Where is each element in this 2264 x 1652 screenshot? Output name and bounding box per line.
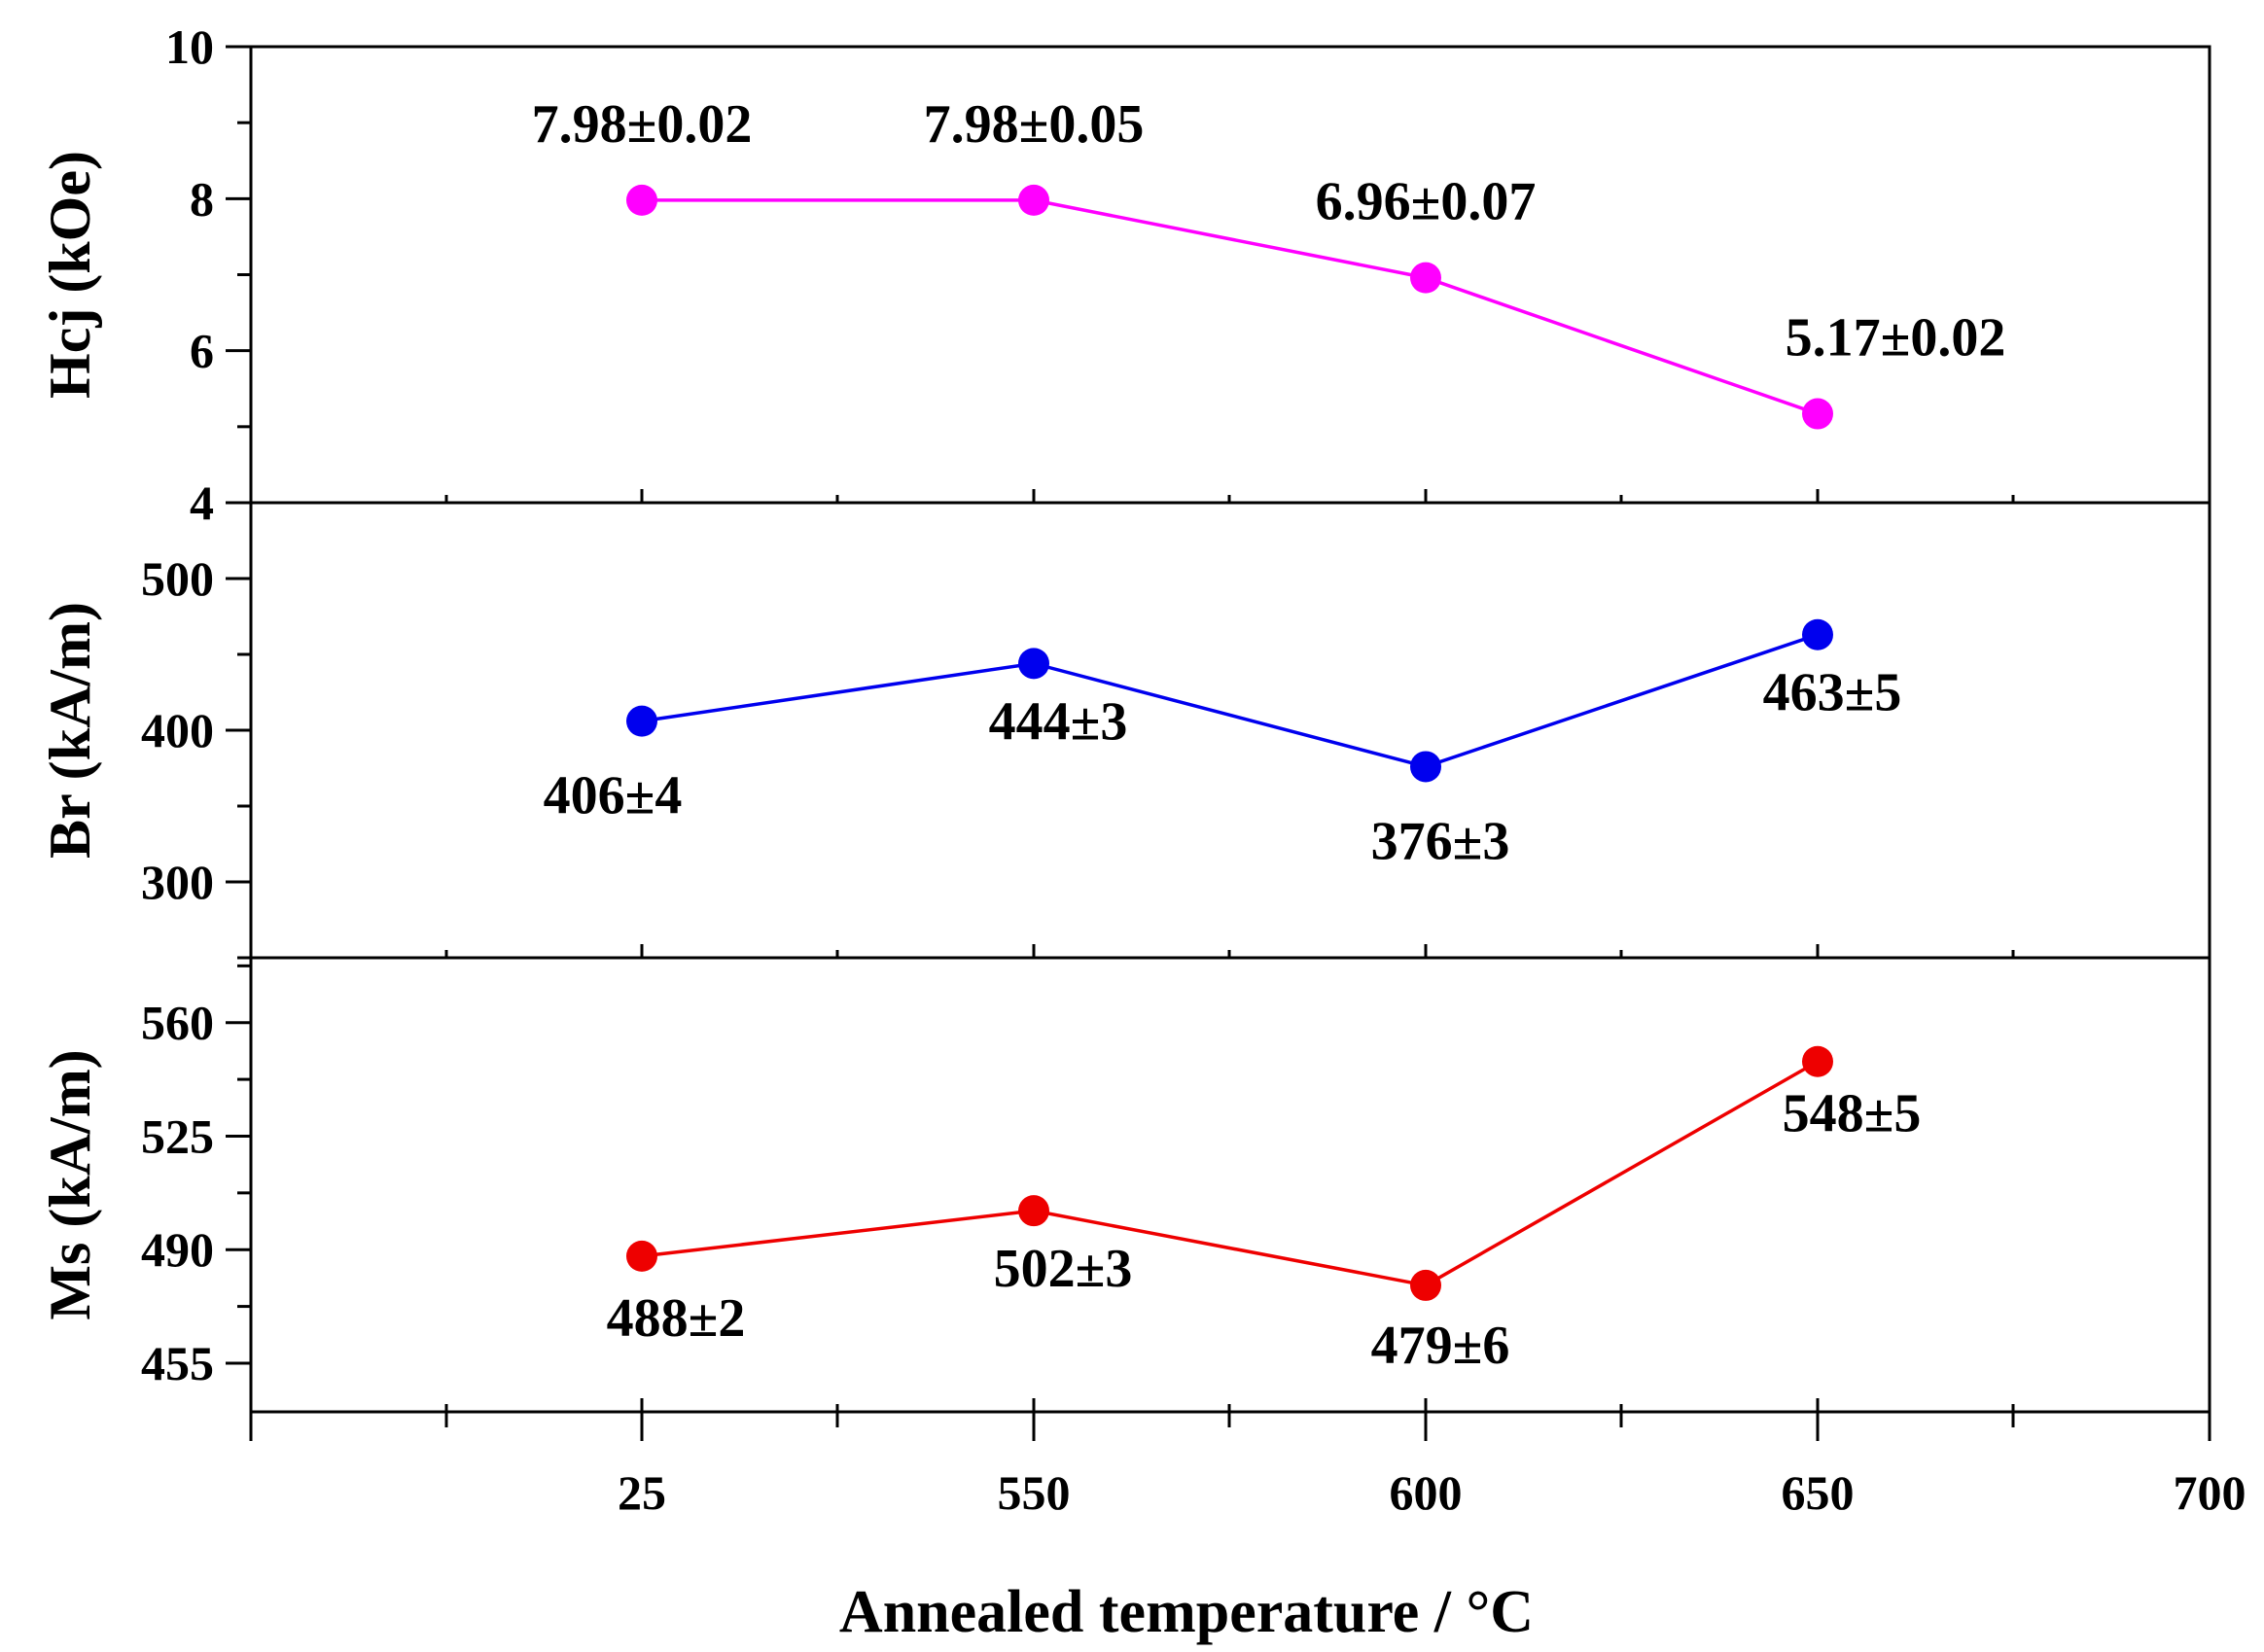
y-axis-label: Br (kA/m) (38, 602, 102, 859)
data-label: 6.96±0.07 (1316, 172, 1537, 232)
data-point (1802, 1045, 1833, 1077)
data-point (1018, 648, 1049, 680)
y-tick-label: 4 (190, 475, 214, 530)
y-tick-label: 500 (141, 551, 214, 606)
y-tick-label: 525 (141, 1108, 214, 1163)
data-label: 548±5 (1783, 1084, 1922, 1144)
data-point (626, 184, 657, 216)
data-label: 444±3 (989, 691, 1128, 752)
y-tick-label: 560 (141, 996, 214, 1050)
y-tick-label: 10 (165, 19, 214, 74)
data-label: 479±6 (1371, 1316, 1510, 1376)
y-tick-label: 300 (141, 855, 214, 909)
y-tick-label: 8 (190, 171, 214, 226)
data-point (1018, 1195, 1049, 1227)
y-tick-label: 490 (141, 1222, 214, 1277)
panel-br: 300 400 500 Br (kA/m) 406±4 444±3 376±3 463±5 (38, 501, 2211, 960)
data-point (1802, 618, 1833, 650)
x-tick-label: 550 (998, 1465, 1071, 1520)
data-label: 463±5 (1763, 663, 1902, 723)
plot-frame (249, 45, 2211, 1414)
x-axis-label: Annealed temperature / °C (839, 1579, 1534, 1645)
y-tick-label: 400 (141, 703, 214, 757)
data-point (1410, 1269, 1441, 1301)
series-line-br (641, 633, 1819, 769)
y-tick-label: 6 (190, 324, 214, 378)
data-label: 502±3 (994, 1239, 1133, 1299)
data-point (1410, 262, 1441, 294)
data-label: 376±3 (1371, 811, 1510, 871)
x-tick-label: 600 (1390, 1465, 1463, 1520)
data-label: 406±4 (544, 766, 683, 826)
data-point (626, 1240, 657, 1272)
data-label: 5.17±0.02 (1786, 308, 2006, 369)
panel-ms: 455 490 525 560 Ms (kA/m) 488±2 502±3 479±6 548±… (38, 964, 2211, 1412)
y-axis-label: Ms (kA/m) (38, 1049, 102, 1319)
x-tick-label: 650 (1782, 1465, 1855, 1520)
y-tick-label: 455 (141, 1336, 214, 1390)
panel-hcj: 4 6 8 10 Hcj (kOe) 7.98±0.02 7.98±0.05 6.96±0.0… (38, 19, 2211, 530)
y-axis-label: Hcj (kOe) (38, 151, 102, 399)
chart-panels: 4 6 8 10 Hcj (kOe) 7.98±0.02 7.98±0.05 6.96±0.0… (38, 19, 2211, 1412)
series-line-ms (641, 1060, 1819, 1287)
plot-border (249, 45, 2211, 1414)
data-point (1410, 751, 1441, 783)
x-tick-label: 25 (618, 1465, 666, 1520)
data-label: 488±2 (607, 1288, 746, 1349)
data-point (1802, 398, 1833, 430)
series-line-hcj (642, 198, 1819, 416)
data-point (626, 705, 657, 737)
x-axis: Annealed temperature / °C 25 550 600 650 700 (249, 1412, 2246, 1645)
data-label: 7.98±0.05 (924, 94, 1145, 155)
x-tick-label: 700 (2174, 1465, 2246, 1520)
data-label: 7.98±0.02 (532, 94, 753, 155)
data-point (1018, 184, 1049, 216)
